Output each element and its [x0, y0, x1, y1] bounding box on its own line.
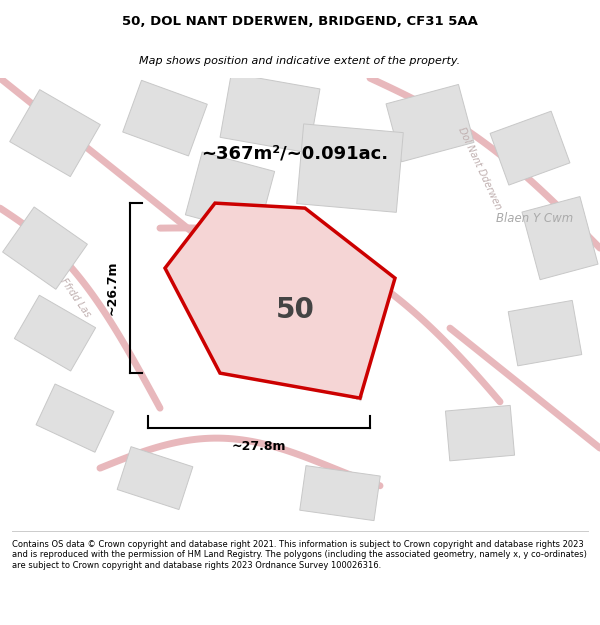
Text: ~367m²/~0.091ac.: ~367m²/~0.091ac.	[202, 144, 389, 162]
Text: Blaen Y Cwm: Blaen Y Cwm	[496, 212, 574, 224]
Polygon shape	[185, 152, 275, 234]
Polygon shape	[297, 124, 403, 212]
Text: 50: 50	[275, 296, 314, 324]
Polygon shape	[386, 84, 474, 162]
Text: Map shows position and indicative extent of the property.: Map shows position and indicative extent…	[139, 56, 461, 66]
Polygon shape	[522, 196, 598, 280]
Polygon shape	[123, 81, 207, 156]
Text: Contains OS data © Crown copyright and database right 2021. This information is : Contains OS data © Crown copyright and d…	[12, 540, 587, 569]
Polygon shape	[14, 295, 95, 371]
Text: ~26.7m: ~26.7m	[106, 261, 119, 316]
Polygon shape	[490, 111, 570, 185]
Text: Dol Nant Dderwen: Dol Nant Dderwen	[276, 363, 364, 403]
Polygon shape	[508, 301, 582, 366]
Polygon shape	[300, 466, 380, 521]
Polygon shape	[165, 203, 395, 398]
Polygon shape	[10, 89, 100, 177]
Text: ~27.8m: ~27.8m	[232, 439, 286, 452]
Polygon shape	[445, 406, 515, 461]
Polygon shape	[117, 447, 193, 509]
Text: 50, DOL NANT DDERWEN, BRIDGEND, CF31 5AA: 50, DOL NANT DDERWEN, BRIDGEND, CF31 5AA	[122, 16, 478, 28]
Text: Ffrdd Las: Ffrdd Las	[58, 277, 92, 319]
Text: Dol Nant Dderwen: Dol Nant Dderwen	[457, 126, 503, 211]
Polygon shape	[36, 384, 114, 452]
Polygon shape	[2, 207, 88, 289]
Polygon shape	[220, 73, 320, 153]
